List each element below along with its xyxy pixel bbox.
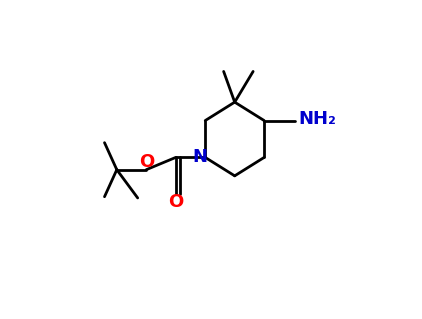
Text: N: N: [192, 148, 207, 167]
Text: NH₂: NH₂: [298, 110, 336, 128]
Text: O: O: [168, 193, 184, 211]
Text: O: O: [139, 153, 154, 171]
